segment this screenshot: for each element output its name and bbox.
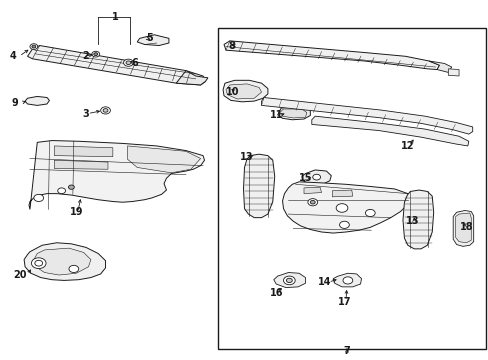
Text: 10: 10 xyxy=(225,87,239,97)
Bar xyxy=(217,28,485,348)
Text: 1: 1 xyxy=(112,12,119,22)
Polygon shape xyxy=(402,190,433,249)
Text: 4: 4 xyxy=(9,51,16,61)
Polygon shape xyxy=(455,213,470,243)
Circle shape xyxy=(69,265,79,273)
Polygon shape xyxy=(279,109,306,118)
Text: 17: 17 xyxy=(337,297,350,307)
Circle shape xyxy=(94,53,98,55)
Polygon shape xyxy=(54,160,108,169)
Text: 16: 16 xyxy=(269,288,283,298)
Text: 8: 8 xyxy=(228,41,235,50)
Polygon shape xyxy=(27,45,205,85)
Polygon shape xyxy=(447,69,458,76)
Circle shape xyxy=(123,59,133,66)
Polygon shape xyxy=(225,84,261,99)
Circle shape xyxy=(101,107,110,114)
Polygon shape xyxy=(127,146,200,173)
Polygon shape xyxy=(304,187,321,194)
Polygon shape xyxy=(282,182,409,233)
Polygon shape xyxy=(302,170,330,184)
Circle shape xyxy=(365,210,374,217)
Polygon shape xyxy=(261,98,472,134)
Text: 3: 3 xyxy=(82,109,89,119)
Circle shape xyxy=(342,277,352,284)
Circle shape xyxy=(34,194,43,202)
Circle shape xyxy=(126,61,131,64)
Text: 19: 19 xyxy=(69,207,83,217)
Polygon shape xyxy=(25,96,49,105)
Text: 15: 15 xyxy=(298,173,311,183)
Polygon shape xyxy=(137,35,168,45)
Circle shape xyxy=(312,174,320,180)
Circle shape xyxy=(30,44,38,49)
Text: 18: 18 xyxy=(459,222,472,231)
Text: 20: 20 xyxy=(14,270,27,280)
Polygon shape xyxy=(176,71,207,85)
Text: 13: 13 xyxy=(240,152,253,162)
Circle shape xyxy=(35,260,42,266)
Polygon shape xyxy=(224,41,439,69)
Polygon shape xyxy=(243,154,274,218)
Circle shape xyxy=(31,258,46,269)
Text: 13: 13 xyxy=(405,216,419,226)
Text: 11: 11 xyxy=(269,111,283,121)
Circle shape xyxy=(58,188,65,194)
Circle shape xyxy=(307,199,317,206)
Polygon shape xyxy=(29,140,204,210)
Polygon shape xyxy=(54,146,113,157)
Text: 5: 5 xyxy=(146,33,152,43)
Polygon shape xyxy=(428,61,451,72)
Text: 7: 7 xyxy=(343,346,349,356)
Text: 6: 6 xyxy=(131,58,138,68)
Circle shape xyxy=(339,221,348,228)
Circle shape xyxy=(286,278,292,283)
Circle shape xyxy=(310,201,315,204)
Circle shape xyxy=(92,51,100,57)
Text: 12: 12 xyxy=(400,141,414,151)
Circle shape xyxy=(103,109,108,112)
Polygon shape xyxy=(331,190,352,197)
Text: 14: 14 xyxy=(318,277,331,287)
Polygon shape xyxy=(311,116,468,146)
Circle shape xyxy=(32,45,36,48)
Circle shape xyxy=(283,276,295,285)
Polygon shape xyxy=(277,105,310,120)
Polygon shape xyxy=(34,248,91,275)
Text: 9: 9 xyxy=(12,98,19,108)
Polygon shape xyxy=(24,243,105,280)
Circle shape xyxy=(68,185,74,189)
Circle shape xyxy=(335,204,347,212)
Polygon shape xyxy=(223,80,267,102)
Text: 2: 2 xyxy=(82,51,89,61)
Polygon shape xyxy=(332,273,361,287)
Polygon shape xyxy=(273,273,305,288)
Polygon shape xyxy=(452,211,473,246)
